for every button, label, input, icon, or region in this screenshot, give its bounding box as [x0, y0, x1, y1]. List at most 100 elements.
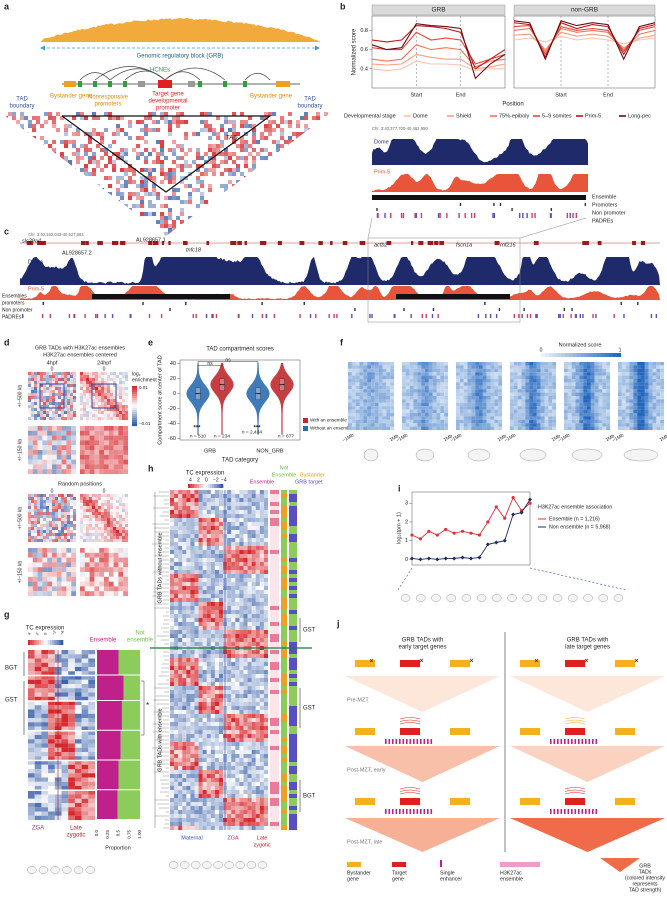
- hic-cell: [8, 216, 13, 221]
- heatmap-cell: [351, 385, 356, 390]
- hic-cell: [248, 124, 253, 129]
- hic-cell: [216, 144, 221, 149]
- heatmap-cell: [89, 581, 95, 587]
- hic-cell: [276, 224, 281, 229]
- heatmap-cell: [119, 503, 123, 507]
- feature-mark: [575, 213, 578, 218]
- hic-cell: [12, 144, 17, 149]
- hic-cell: [328, 188, 332, 193]
- heatmap-cell: [55, 521, 59, 525]
- heatmap-cell: [95, 411, 99, 415]
- heatmap-cell: [71, 430, 77, 436]
- heatmap-cell: [107, 417, 111, 421]
- heatmap-cell: [621, 372, 626, 376]
- heatmap-cell: [590, 423, 595, 427]
- hic-cell: [280, 192, 285, 197]
- feature-mark: [571, 308, 573, 311]
- heatmap-cell: [544, 413, 549, 417]
- heatmap-cell: [625, 423, 630, 427]
- hic-cell: [168, 208, 173, 213]
- hic-cell: [68, 224, 73, 229]
- label: ensemble: [127, 638, 154, 644]
- hic-cell: [144, 188, 149, 193]
- heatmap-cell: [637, 402, 642, 407]
- heatmap-cell: [43, 518, 47, 522]
- heatmap-cell: [95, 402, 99, 406]
- hic-cell: [68, 216, 73, 221]
- heatmap-cell: [122, 408, 126, 412]
- heatmap-cell: [98, 399, 102, 403]
- heatmap-cell: [417, 409, 422, 414]
- hic-cell: [20, 128, 25, 133]
- hic-cell: [68, 212, 73, 217]
- heatmap-cell: [52, 500, 56, 504]
- hic-cell: [96, 164, 101, 169]
- heatmap-cell: [95, 381, 99, 385]
- heatmap-cell: [432, 382, 437, 386]
- heatmap-cell: [533, 372, 537, 376]
- heatmap-cell: [544, 362, 549, 366]
- heatmap-cell: [463, 362, 468, 366]
- heatmap-cell: [55, 497, 59, 501]
- heatmap-cell: [37, 372, 41, 376]
- heatmap-cell: [351, 399, 356, 403]
- heatmap-cell: [61, 718, 69, 723]
- hic-cell: [212, 144, 217, 149]
- label: Ensembles: [2, 293, 27, 299]
- hic-cell: [152, 204, 157, 209]
- heatmap-cell: [529, 379, 534, 383]
- heatmap-cell: [402, 385, 406, 390]
- hic-cell: [280, 220, 285, 225]
- heatmap-cell: [37, 567, 43, 573]
- heatmap-cell: [108, 557, 114, 563]
- heatmap-cell: [61, 512, 65, 516]
- hic-cell: [100, 212, 105, 217]
- heatmap-cell: [66, 567, 72, 573]
- heatmap-cell: [48, 701, 55, 706]
- heatmap-cell: [46, 503, 50, 507]
- heatmap-cell: [374, 375, 379, 380]
- heatmap-cell: [351, 419, 356, 424]
- heatmap-cell: [80, 581, 85, 587]
- heatmap-cell: [71, 435, 77, 441]
- hic-cell: [76, 160, 81, 165]
- hic-cell: [180, 212, 185, 217]
- heatmap-cell: [41, 726, 49, 731]
- hic-cell: [172, 220, 177, 225]
- heatmap-cell: [28, 790, 35, 795]
- hic-cell: [232, 184, 237, 189]
- hic-cell: [0, 136, 5, 141]
- heatmap-cell: [86, 503, 90, 507]
- heatmap-cell: [98, 411, 102, 415]
- heatmap-cell: [34, 726, 42, 731]
- heatmap-cell: [41, 807, 49, 812]
- heatmap-cell: [107, 539, 111, 543]
- heatmap-cell: [104, 435, 109, 441]
- hic-cell: [328, 208, 332, 213]
- heatmap-cell: [48, 709, 55, 714]
- heatmap-cell: [66, 430, 72, 436]
- heatmap-cell: [28, 739, 35, 744]
- heatmap-cell: [92, 503, 96, 507]
- hic-cell: [224, 196, 229, 201]
- hic-cell: [76, 200, 81, 205]
- hic-cell: [4, 200, 9, 205]
- heatmap-cell: [587, 365, 591, 369]
- heatmap-cell: [359, 426, 364, 431]
- feature-mark: [238, 314, 240, 318]
- colorbar-step: [132, 396, 137, 399]
- hic-cell: [52, 116, 57, 121]
- heatmap-cell: [95, 372, 99, 376]
- heatmap-cell: [405, 399, 410, 403]
- heatmap-cell: [95, 527, 99, 531]
- colorbar-step: [207, 484, 211, 488]
- heatmap-cell: [533, 382, 537, 386]
- heatmap-cell: [80, 440, 85, 446]
- heatmap-cell: [440, 382, 445, 386]
- heatmap-cell: [652, 362, 657, 366]
- heatmap-cell: [94, 557, 100, 563]
- heatmap-cell: [644, 385, 649, 390]
- heatmap-cell: [86, 512, 90, 516]
- hic-cell: [264, 228, 269, 233]
- heatmap-cell: [382, 416, 387, 420]
